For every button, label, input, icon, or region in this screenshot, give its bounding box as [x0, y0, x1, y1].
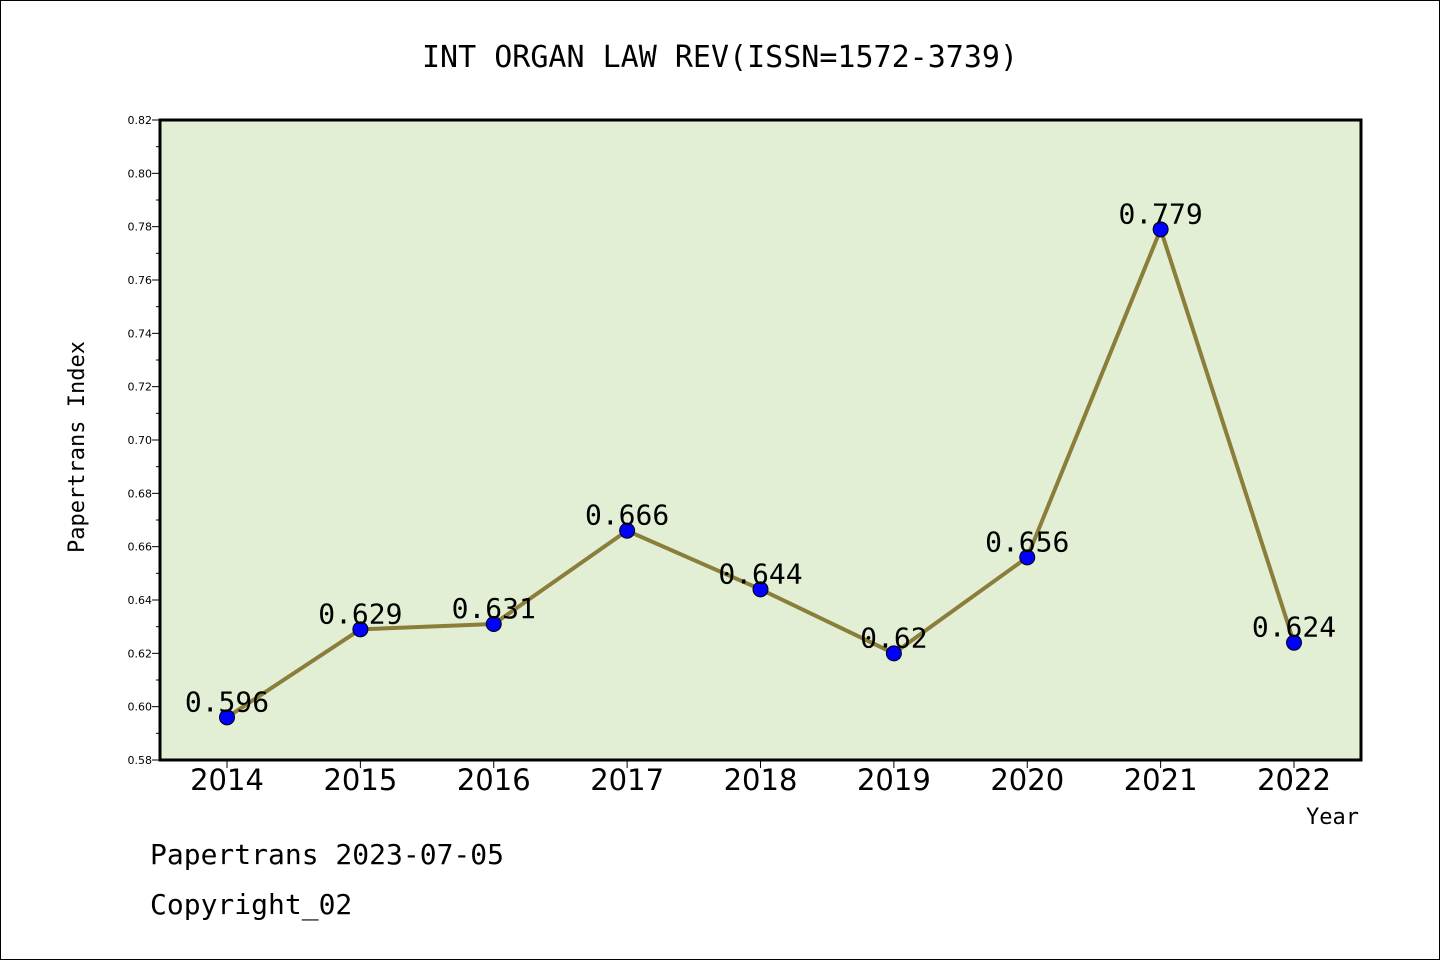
x-tick-label: 2017	[590, 763, 664, 797]
x-tick-label: 2021	[1124, 763, 1198, 797]
y-tick-label: 0.82	[128, 114, 153, 127]
data-point-2015	[352, 621, 369, 638]
data-label-2017: 0.666	[585, 499, 669, 532]
data-label-2014: 0.596	[185, 685, 269, 718]
x-tick-label: 2018	[724, 763, 798, 797]
y-tick-label: 0.68	[128, 487, 153, 500]
data-label-2019: 0.62	[860, 621, 927, 654]
x-tick-label: 2019	[857, 763, 931, 797]
x-tick-label: 2020	[990, 763, 1064, 797]
data-label-2018: 0.644	[718, 557, 802, 590]
y-tick-label: 0.78	[128, 221, 153, 234]
data-point-2020	[1019, 549, 1036, 566]
x-axis-label: Year	[1306, 805, 1359, 830]
chart-title: INT ORGAN LAW REV(ISSN=1572-3739)	[422, 40, 1018, 75]
y-axis: 0.58 0.60 0.62 0.64 0.66 0.68 0.70 0.72 0.74 0.76…	[128, 114, 160, 767]
data-point-2019	[885, 645, 902, 662]
footer-date: Papertrans 2023-07-05	[150, 838, 504, 871]
data-label-2016: 0.631	[452, 592, 536, 625]
y-tick-label: 0.66	[128, 541, 153, 554]
footer-copyright: Copyright_02	[150, 888, 352, 922]
y-tick-label: 0.80	[128, 167, 153, 180]
x-tick-label: 2015	[323, 763, 397, 797]
data-point-2021	[1152, 221, 1169, 238]
data-point-2018	[752, 581, 769, 598]
y-axis-label: Papertrans Index	[65, 341, 90, 553]
x-tick-label: 2014	[190, 763, 264, 797]
x-tick-label: 2022	[1257, 763, 1331, 797]
x-tick-label: 2016	[457, 763, 531, 797]
x-axis: 2014 2015 2016 2017 2018 2019 2020 2021 2022	[190, 760, 1331, 797]
y-tick-label: 0.58	[128, 754, 153, 767]
y-tick-label: 0.60	[128, 701, 153, 714]
y-tick-label: 0.64	[128, 594, 153, 607]
data-label-2021: 0.779	[1118, 197, 1202, 230]
y-tick-label: 0.74	[128, 327, 153, 340]
data-point-2016	[485, 616, 502, 632]
data-label-2020: 0.656	[985, 525, 1069, 558]
data-markers	[219, 221, 1302, 726]
data-labels: 0.596 0.629 0.631 0.666 0.644 0.62 0.656 0.779 0…	[185, 197, 1336, 718]
y-tick-label: 0.76	[128, 274, 153, 287]
y-tick-label: 0.62	[128, 647, 153, 660]
data-label-2015: 0.629	[318, 597, 402, 630]
data-label-2022: 0.624	[1252, 611, 1336, 644]
data-point-2022	[1286, 634, 1302, 651]
plot-border	[158, 118, 1363, 762]
y-tick-label: 0.70	[128, 434, 153, 447]
y-tick-label: 0.72	[128, 381, 153, 394]
data-point-2014	[219, 709, 235, 726]
data-point-2017	[619, 522, 636, 539]
